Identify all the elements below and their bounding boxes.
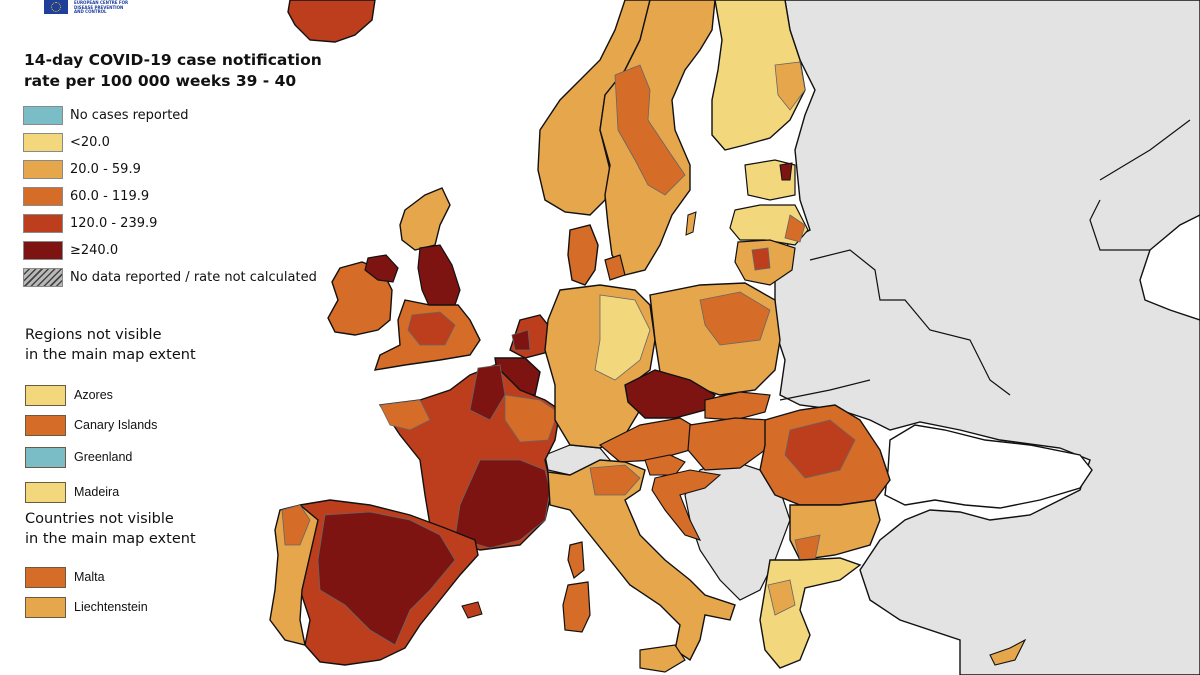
region-portugal-north <box>281 504 311 546</box>
region-scotland <box>399 187 451 251</box>
eu-flag-icon <box>44 0 68 14</box>
legend-swatch <box>23 214 63 233</box>
legend-swatch <box>25 481 66 503</box>
region-france-brittany <box>379 399 431 431</box>
legend-item-lt20: <20.0 <box>23 129 317 156</box>
region-hungary <box>687 417 771 471</box>
legend-item-liechtenstein: Liechtenstein <box>25 592 148 622</box>
legend-swatch-hatched <box>23 268 63 287</box>
legend-item-madeira: Madeira <box>25 474 157 510</box>
region-netherlands-west <box>511 329 531 351</box>
regions-not-visible-title: Regions not visible in the main map exte… <box>25 325 196 365</box>
region-northern-ireland <box>364 254 399 283</box>
legend-swatch <box>23 241 63 260</box>
region-italy-north <box>589 464 641 496</box>
region-balearics <box>461 601 483 619</box>
region-greece-west <box>767 579 796 616</box>
region-slovenia <box>644 454 686 476</box>
region-gotland <box>685 211 697 236</box>
region-italy <box>547 459 736 662</box>
legend-label: Malta <box>74 570 105 584</box>
region-lithuania-central <box>751 247 771 271</box>
legend-swatch <box>23 187 63 206</box>
countries-not-visible-legend: Malta Liechtenstein <box>25 562 148 622</box>
legend-label: 60.0 - 119.9 <box>70 189 150 204</box>
legend-item-no-cases: No cases reported <box>23 102 317 129</box>
region-corsica <box>567 541 585 580</box>
legend-label: No data reported / rate not calculated <box>70 270 317 285</box>
region-iceland <box>287 0 376 43</box>
rate-legend: No cases reported <20.0 20.0 - 59.9 60.0… <box>23 102 317 291</box>
legend-label: <20.0 <box>70 135 110 150</box>
legend-swatch <box>25 446 66 468</box>
legend-item-canary-islands: Canary Islands <box>25 410 157 440</box>
ecdc-logo: European Centre for Disease Prevention a… <box>44 0 134 15</box>
legend-label: Liechtenstein <box>74 600 148 614</box>
legend-label: 120.0 - 239.9 <box>70 216 158 231</box>
region-latvia-east <box>784 214 806 243</box>
region-france-north <box>469 364 506 421</box>
region-croatia <box>651 469 722 541</box>
section-title-line2: in the main map extent <box>25 531 196 547</box>
region-slovakia <box>704 391 771 421</box>
region-denmark-islands <box>604 254 626 281</box>
region-finland-east <box>774 61 806 111</box>
legend-label: 20.0 - 59.9 <box>70 162 141 177</box>
region-cyprus <box>989 638 1027 666</box>
legend-item-60-119: 60.0 - 119.9 <box>23 183 317 210</box>
region-sardinia <box>562 581 591 633</box>
legend-item-malta: Malta <box>25 562 148 592</box>
countries-not-visible-title: Countries not visible in the main map ex… <box>25 509 196 549</box>
section-title-line1: Countries not visible <box>25 511 174 527</box>
legend-item-azores: Azores <box>25 380 157 410</box>
region-wales-midlands <box>407 311 456 346</box>
section-title-line2: in the main map extent <box>25 347 196 363</box>
region-estonia-east <box>779 162 793 181</box>
legend-label: Madeira <box>74 485 120 499</box>
legend-swatch <box>25 384 66 406</box>
legend-item-no-data: No data reported / rate not calculated <box>23 264 317 291</box>
region-portugal <box>269 504 319 646</box>
region-non-eu-east <box>774 0 1200 675</box>
ecdc-logo-text: European Centre for Disease Prevention a… <box>74 0 129 14</box>
legend-item-20-59: 20.0 - 59.9 <box>23 156 317 183</box>
legend-item-gte240: ≥240.0 <box>23 237 317 264</box>
map-title-line1: 14-day COVID-19 case notification <box>24 51 322 69</box>
regions-not-visible-legend: Azores Canary Islands Greenland Madeira <box>25 380 157 510</box>
region-germany-east <box>594 294 651 381</box>
legend-swatch <box>25 566 66 588</box>
black-sea <box>884 424 1093 509</box>
region-france-east <box>504 394 559 443</box>
region-romania-central <box>784 419 856 479</box>
legend-swatch <box>23 160 63 179</box>
map-title: 14-day COVID-19 case notification rate p… <box>24 50 344 92</box>
legend-swatch <box>23 133 63 152</box>
legend-item-120-239: 120.0 - 239.9 <box>23 210 317 237</box>
region-spain-central <box>317 511 456 646</box>
legend-label: Azores <box>74 388 113 402</box>
legend-label: Canary Islands <box>74 418 158 432</box>
region-sicily <box>639 644 686 673</box>
legend-label: ≥240.0 <box>70 243 119 258</box>
legend-label: Greenland <box>74 450 133 464</box>
legend-swatch <box>23 106 63 125</box>
region-sweden-central <box>614 64 686 196</box>
legend-label: No cases reported <box>70 108 189 123</box>
legend-item-greenland: Greenland <box>25 440 157 474</box>
legend-swatch <box>25 414 66 436</box>
region-finland <box>711 0 806 151</box>
region-poland-east <box>699 291 771 346</box>
map-title-line2: rate per 100 000 weeks 39 - 40 <box>24 72 297 90</box>
section-title-line1: Regions not visible <box>25 327 162 343</box>
border-lines-east <box>779 119 1191 401</box>
legend-swatch <box>25 596 66 618</box>
region-denmark <box>567 224 599 286</box>
caspian-sea <box>1139 214 1200 321</box>
region-france-southeast <box>454 459 551 549</box>
